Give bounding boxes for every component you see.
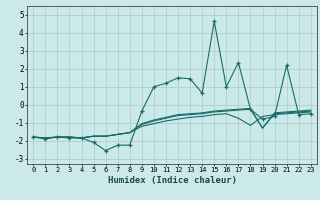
X-axis label: Humidex (Indice chaleur): Humidex (Indice chaleur) [108, 176, 236, 185]
